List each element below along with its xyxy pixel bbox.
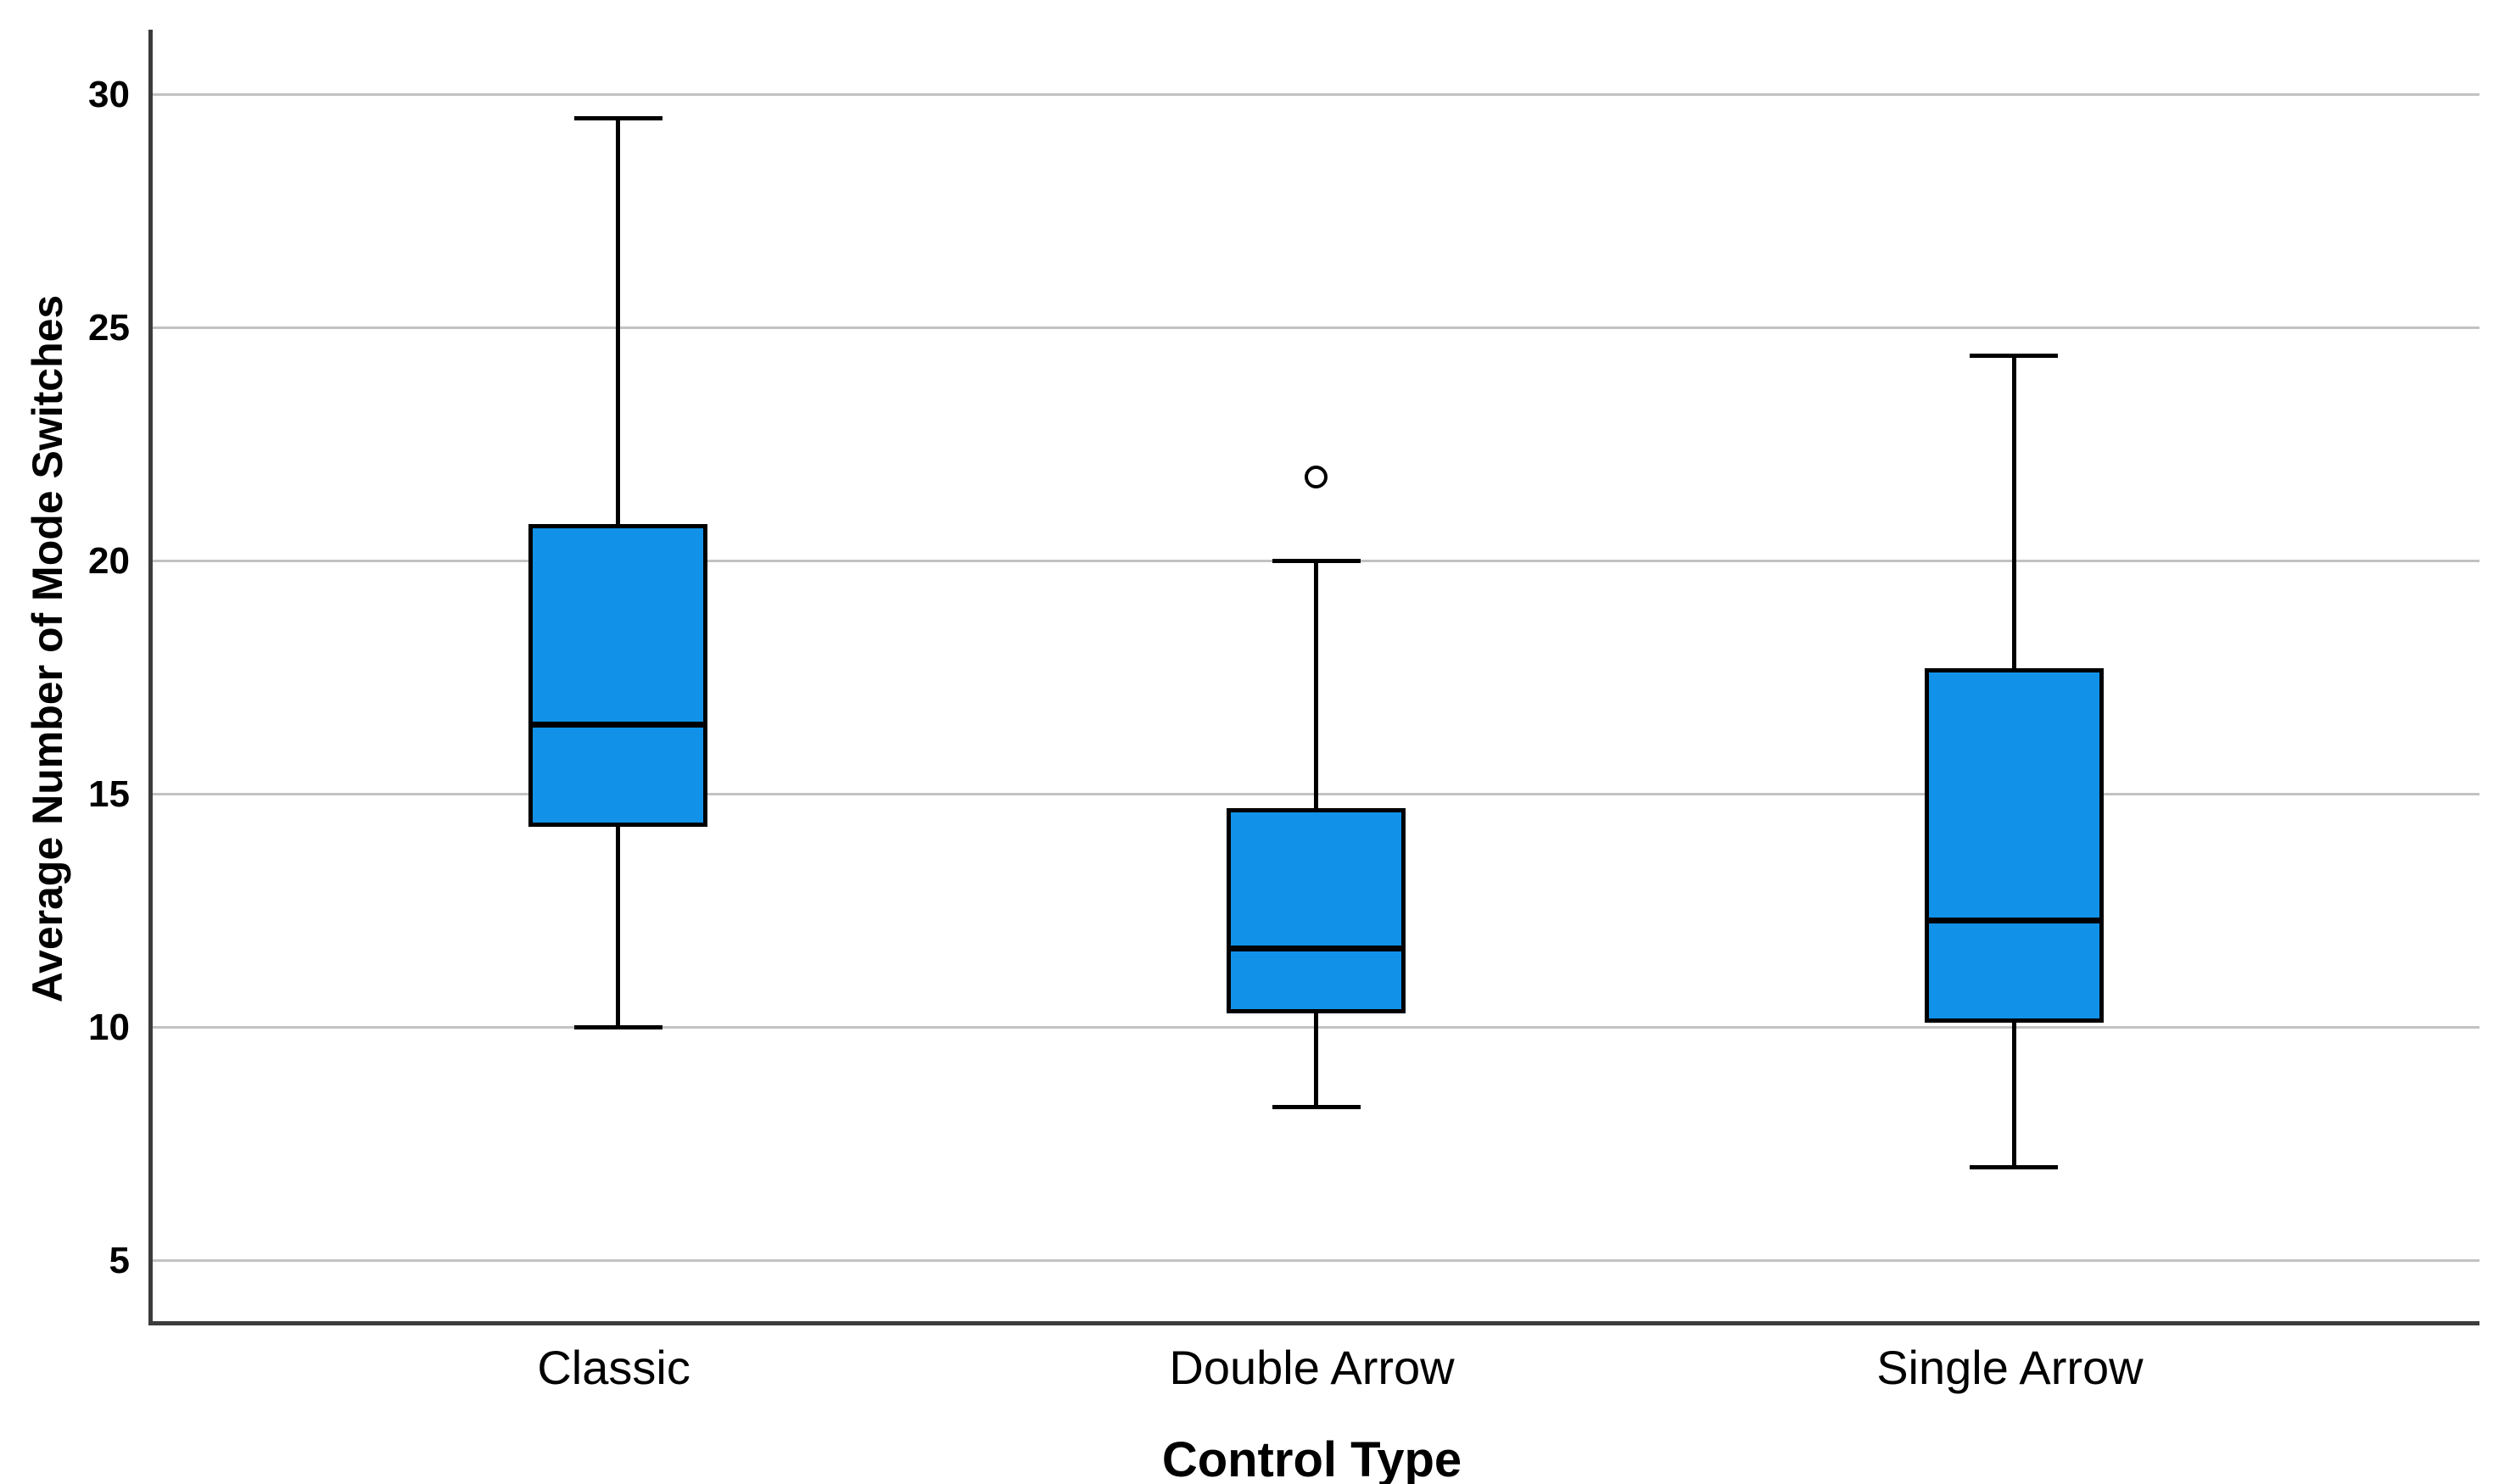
box-single-arrow: [1924, 668, 2104, 1024]
box-double-arrow: [1227, 808, 1406, 1014]
plot-area: [148, 30, 2479, 1325]
category-label-double-arrow: Double Arrow: [1169, 1341, 1455, 1394]
whisker-cap-low-double-arrow: [1272, 1104, 1361, 1109]
gridline-y-30: [153, 93, 2479, 97]
outlier-double-arrow-0: [1305, 466, 1328, 489]
y-tick-label-25: 25: [88, 306, 130, 349]
median-line-classic: [528, 721, 708, 728]
median-line-single-arrow: [1924, 917, 2104, 923]
category-label-single-arrow: Single Arrow: [1876, 1341, 2144, 1394]
y-tick-label-10: 10: [88, 1006, 130, 1048]
y-tick-label-5: 5: [109, 1239, 130, 1281]
y-axis-title: Average Number of Mode Switches: [24, 294, 71, 1003]
whisker-cap-low-classic: [573, 1025, 662, 1030]
gridline-y-25: [153, 326, 2479, 330]
whisker-cap-high-classic: [573, 115, 662, 120]
y-tick-label-20: 20: [88, 539, 130, 582]
whisker-cap-high-single-arrow: [1970, 354, 2059, 359]
median-line-double-arrow: [1227, 945, 1406, 951]
gridline-y-5: [153, 1259, 2479, 1263]
category-label-classic: Classic: [537, 1341, 690, 1394]
y-tick-label-15: 15: [88, 773, 130, 815]
x-axis-title: Control Type: [1161, 1432, 1462, 1484]
whisker-cap-low-single-arrow: [1970, 1165, 2059, 1170]
box-classic: [528, 523, 708, 828]
y-tick-label-30: 30: [88, 73, 130, 115]
whisker-cap-high-double-arrow: [1272, 559, 1361, 564]
